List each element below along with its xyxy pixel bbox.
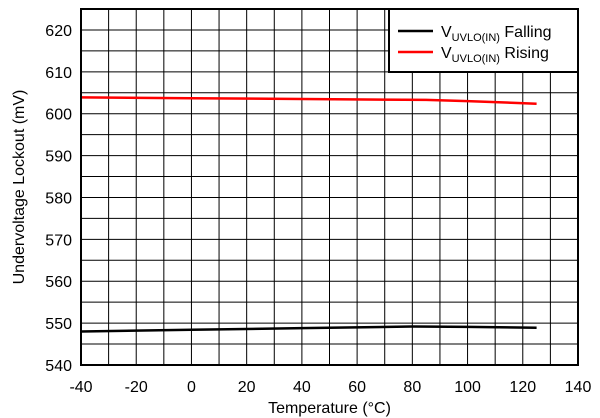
x-tick-label: 140	[565, 379, 592, 396]
x-axis-label: Temperature (°C)	[268, 400, 391, 417]
series-line-falling	[80, 325, 537, 333]
legend-label: VUVLO(IN) Rising	[441, 45, 549, 65]
plot-frame	[80, 8, 579, 366]
x-tick-label: 80	[403, 379, 421, 396]
y-tick-label: 560	[45, 274, 72, 291]
x-tick-label: 20	[238, 379, 256, 396]
y-tick-label: 540	[45, 358, 72, 375]
x-tick-label: -40	[69, 379, 92, 396]
legend-box	[388, 8, 579, 73]
grid	[80, 8, 579, 366]
legend-label: VUVLO(IN) Falling	[441, 24, 552, 44]
y-tick-label: 620	[45, 23, 72, 40]
x-tick-label: -20	[125, 379, 148, 396]
x-tick-label: 40	[293, 379, 311, 396]
x-tick-label: 120	[509, 379, 536, 396]
y-tick-label: 580	[45, 190, 72, 207]
series-lines	[80, 96, 537, 333]
x-tick-label: 100	[454, 379, 481, 396]
tick-labels: -40 -20 0 20 40 60 80 100 120 140 540 550 560 570 580 5…	[45, 23, 591, 396]
y-tick-label: 600	[45, 107, 72, 124]
y-tick-label: 550	[45, 316, 72, 333]
x-tick-label: 0	[187, 379, 196, 396]
series-line-rising	[80, 96, 537, 105]
y-tick-label: 590	[45, 149, 72, 166]
y-axis-label: Undervoltage Lockout (mV)	[11, 90, 28, 285]
x-tick-label: 60	[348, 379, 366, 396]
y-tick-label: 610	[45, 65, 72, 82]
y-tick-label: 570	[45, 232, 72, 249]
